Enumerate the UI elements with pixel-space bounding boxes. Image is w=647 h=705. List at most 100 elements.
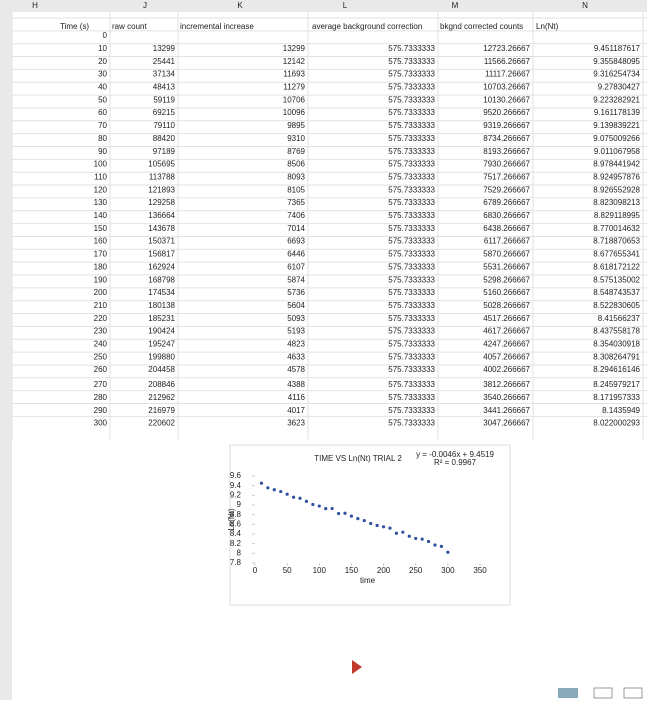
- data-point: [279, 489, 283, 494]
- x-tick-label: 0: [253, 566, 258, 575]
- data-point: [343, 511, 347, 515]
- cell: 9.161178139: [594, 108, 641, 117]
- cell: 575.7333333: [388, 44, 435, 53]
- cell: 4633: [287, 352, 305, 361]
- cell: 575.7333333: [388, 185, 435, 194]
- y-tick-label: 8: [237, 548, 242, 557]
- cell: 180: [94, 262, 108, 271]
- cell: 79110: [153, 121, 175, 130]
- data-point: [266, 486, 270, 490]
- cell: 10: [98, 44, 107, 53]
- cell: 8.770014632: [593, 224, 640, 233]
- cell: 4116: [288, 393, 306, 402]
- cell: 130: [94, 198, 108, 207]
- column-letter: K: [237, 1, 243, 10]
- data-point: [394, 531, 399, 535]
- data-point: [426, 539, 431, 544]
- data-point: [446, 550, 450, 554]
- cell: 575.7333333: [388, 134, 435, 143]
- cell: 140: [94, 211, 108, 220]
- cell: 6693: [287, 237, 305, 246]
- cell: 10130.26667: [483, 95, 530, 104]
- cell: 156817: [148, 250, 175, 259]
- cell: 575.7333333: [388, 121, 435, 130]
- cell: 195247: [148, 340, 175, 349]
- cell: 8.354030918: [593, 340, 640, 349]
- cell: 3623: [287, 419, 305, 428]
- column-header: average background correction: [312, 22, 422, 31]
- cell: 9895: [287, 121, 305, 130]
- column-header: raw count: [112, 22, 147, 31]
- cell: 160: [94, 237, 108, 246]
- cell: 80: [98, 134, 107, 143]
- column-header: bkgnd corrected counts: [440, 22, 523, 31]
- cell: 113788: [149, 172, 176, 181]
- cell: 10706: [283, 95, 306, 104]
- cell: 8.437558178: [593, 327, 640, 336]
- cell: 575.7333333: [388, 288, 435, 297]
- cell: 8.926552928: [593, 185, 640, 194]
- data-point: [349, 514, 354, 518]
- data-point: [401, 530, 405, 534]
- cell: 3812.266667: [483, 380, 530, 389]
- column-header: incremental increase: [180, 22, 254, 31]
- x-tick-label: 350: [473, 566, 487, 575]
- column-letter: M: [452, 1, 459, 10]
- y-axis-label: Ln(Nt): [227, 508, 236, 531]
- y-tick-label: 7.8: [230, 558, 242, 567]
- cell: 4823: [287, 340, 305, 349]
- cell: 120: [94, 185, 108, 194]
- cell: 9.451187617: [594, 44, 641, 53]
- cell: 8093: [287, 172, 305, 181]
- cell: 575.7333333: [388, 262, 435, 271]
- view-icon[interactable]: [623, 687, 643, 699]
- cell: 575.7333333: [388, 301, 435, 310]
- cell: 7014: [287, 224, 305, 233]
- data-point: [330, 506, 334, 511]
- cell: 9.075009266: [593, 134, 640, 143]
- cell: 3540.266667: [483, 393, 530, 402]
- cell: 220602: [148, 419, 175, 428]
- cell: 100: [94, 160, 108, 169]
- r-squared: R² = 0.9967: [434, 458, 477, 467]
- cell: 575.7333333: [388, 380, 435, 389]
- view-icon[interactable]: [558, 688, 578, 698]
- cell: 40: [98, 83, 107, 92]
- cell: 12723.26667: [483, 44, 530, 53]
- cell: 8.294616146: [593, 365, 640, 374]
- cell: 11566.26667: [484, 57, 531, 66]
- cell: 4578: [287, 365, 305, 374]
- cell: 8.677655341: [593, 250, 640, 259]
- data-point: [336, 511, 341, 516]
- data-point: [304, 499, 309, 503]
- cell: 7517.266667: [483, 172, 530, 181]
- data-point: [420, 537, 424, 541]
- cell: 5604: [287, 301, 305, 310]
- cell: 4017: [287, 406, 305, 415]
- column-letter: H: [32, 1, 38, 10]
- cell: 185231: [148, 314, 175, 323]
- data-point: [375, 523, 379, 528]
- cell: 8.245979217: [593, 380, 640, 389]
- data-point: [311, 502, 315, 507]
- data-point: [285, 492, 289, 496]
- trendline-equation: y = -0.0046x + 9.4519: [416, 450, 494, 459]
- data-point: [414, 536, 418, 541]
- cell: 11693: [283, 70, 305, 79]
- cell: 270: [94, 380, 108, 389]
- cell: 50: [98, 95, 107, 104]
- cell: 575.7333333: [388, 314, 435, 323]
- cell: 575.7333333: [388, 250, 435, 259]
- cell: 143678: [148, 224, 175, 233]
- cell: 10703.26667: [483, 83, 530, 92]
- cell: 5093: [287, 314, 305, 323]
- cell: 7529.266667: [483, 185, 530, 194]
- data-point: [298, 496, 302, 500]
- x-tick-label: 300: [441, 566, 455, 575]
- view-icon[interactable]: [593, 687, 613, 699]
- cell: 88420: [153, 134, 176, 143]
- data-point: [369, 521, 373, 526]
- cell: 60: [98, 108, 107, 117]
- cell: 69215: [153, 108, 176, 117]
